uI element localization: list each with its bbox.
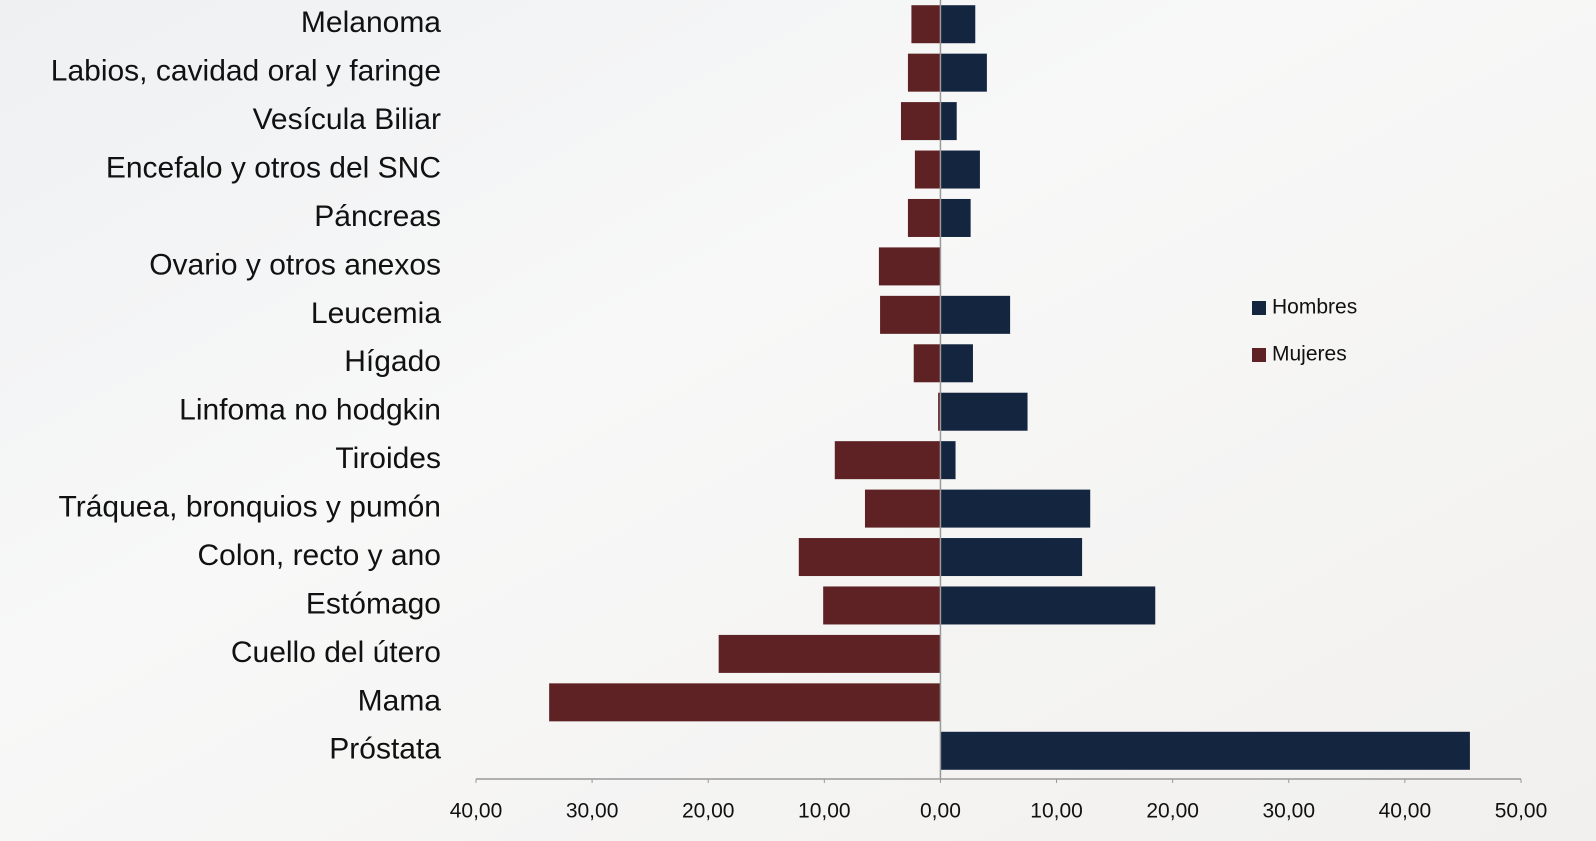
bar bbox=[549, 683, 940, 721]
bar bbox=[940, 296, 1010, 334]
category-label: Próstata bbox=[329, 733, 441, 766]
category-label: Cuello del útero bbox=[231, 636, 441, 669]
category-label: Vesícula Biliar bbox=[253, 103, 441, 136]
bar bbox=[940, 490, 1090, 528]
category-label: Linfoma no hodgkin bbox=[179, 394, 441, 427]
bar bbox=[880, 296, 940, 334]
bar bbox=[823, 586, 940, 624]
bar bbox=[940, 538, 1082, 576]
category-label: Hígado bbox=[344, 345, 441, 378]
bar bbox=[940, 54, 986, 92]
x-tick-label: 30,00 bbox=[566, 800, 619, 823]
bar bbox=[911, 5, 940, 43]
legend-label: Hombres bbox=[1272, 296, 1357, 319]
category-label: Páncreas bbox=[314, 200, 441, 233]
bar bbox=[940, 441, 955, 479]
bar bbox=[835, 441, 941, 479]
bar bbox=[879, 247, 941, 285]
chart: Melanoma Labios, cavidad oral y faringe Ve… bbox=[0, 0, 1596, 841]
x-tick-label: 20,00 bbox=[682, 800, 735, 823]
x-tick-label: 20,00 bbox=[1146, 800, 1199, 823]
category-label: Estómago bbox=[306, 587, 441, 620]
bar bbox=[915, 151, 941, 189]
category-label: Tiroides bbox=[335, 442, 441, 475]
category-label: Mama bbox=[358, 684, 442, 717]
legend-swatch bbox=[1252, 348, 1266, 362]
category-label: Labios, cavidad oral y faringe bbox=[51, 55, 441, 88]
x-tick-label: 30,00 bbox=[1262, 800, 1315, 823]
legend-swatch bbox=[1252, 301, 1266, 315]
bar bbox=[940, 5, 975, 43]
x-tick-label: 0,00 bbox=[920, 800, 961, 823]
category-label: Leucemia bbox=[311, 297, 441, 330]
bar bbox=[940, 344, 973, 382]
category-label: Ovario y otros anexos bbox=[149, 248, 441, 281]
bar bbox=[865, 490, 940, 528]
bar bbox=[940, 199, 970, 237]
bar bbox=[914, 344, 941, 382]
bar bbox=[799, 538, 941, 576]
category-label: Colon, recto y ano bbox=[198, 539, 441, 572]
bar bbox=[908, 199, 941, 237]
bar bbox=[940, 102, 956, 140]
x-tick-label: 40,00 bbox=[450, 800, 503, 823]
bar bbox=[940, 393, 1027, 431]
legend-label: Mujeres bbox=[1272, 343, 1347, 366]
bar bbox=[908, 54, 941, 92]
bar bbox=[719, 635, 941, 673]
x-tick-label: 40,00 bbox=[1379, 800, 1432, 823]
bar bbox=[940, 732, 1469, 770]
category-label: Encefalo y otros del SNC bbox=[106, 151, 441, 184]
bar bbox=[940, 151, 979, 189]
bar bbox=[901, 102, 940, 140]
x-tick-label: 10,00 bbox=[1030, 800, 1083, 823]
bar bbox=[940, 586, 1155, 624]
x-tick-label: 10,00 bbox=[798, 800, 851, 823]
x-tick-label: 50,00 bbox=[1495, 800, 1548, 823]
category-label: Melanoma bbox=[301, 6, 441, 39]
page: {"chart_data": {"type": "butterfly-bar",… bbox=[0, 0, 1596, 841]
category-label: Tráquea, bronquios y pumón bbox=[59, 491, 441, 524]
